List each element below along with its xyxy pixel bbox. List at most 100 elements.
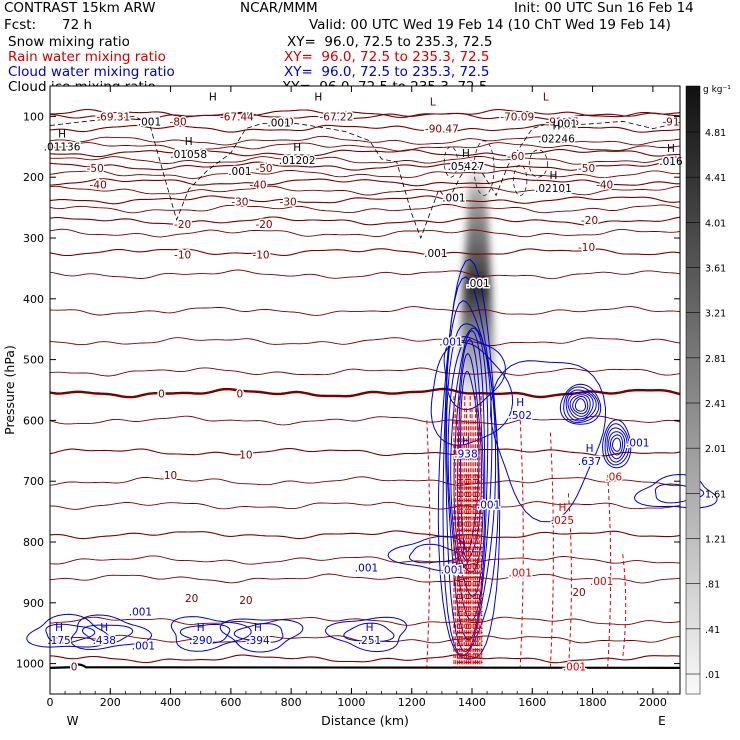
cloud-water-extremum-marker: H bbox=[516, 397, 524, 409]
cloud-water-cell-ring bbox=[559, 383, 602, 425]
rain-water-contours bbox=[426, 396, 627, 667]
cloud-ice-label: .001 bbox=[138, 116, 161, 128]
isotherm-intermediate bbox=[49, 169, 681, 179]
isotherm-label: -80 bbox=[170, 116, 187, 128]
isotherm-label: -20 bbox=[174, 219, 191, 231]
isotherm-intermediate bbox=[49, 269, 681, 280]
cloud-water-extremum-marker: H bbox=[100, 622, 108, 634]
cloud-water-cell-ring bbox=[563, 386, 600, 424]
isotherm-intermediate bbox=[49, 415, 681, 426]
cloud-water-low-ring bbox=[70, 614, 153, 651]
field-xy-cloud-water: XY= 96.0, 72.5 to 235.3, 72.5 bbox=[284, 64, 490, 80]
cloud-water-cell-ring bbox=[565, 389, 597, 422]
cloud-water-extremum-marker: H bbox=[254, 622, 262, 634]
isotherm-label: -69.31 bbox=[96, 111, 130, 123]
cloud-ice-extremum-marker: H bbox=[462, 148, 470, 160]
cloud-ice-contour-inner bbox=[528, 149, 548, 178]
isotherm-20 bbox=[49, 530, 681, 540]
contour-labels: -69.31 -80 -67.44 -80 -67.22 -70.09 -90.47 -92.… bbox=[42, 91, 684, 675]
cloud-water-label: .001 bbox=[626, 437, 649, 449]
cloud-water-extremum-value: .502 bbox=[509, 410, 532, 422]
colorbar-unit: g kg⁻¹ bbox=[703, 85, 731, 95]
cloud-ice-extremum-marker: H bbox=[314, 91, 322, 103]
isotherm-30 bbox=[49, 654, 681, 664]
isotherm-label: -80 bbox=[277, 116, 294, 128]
isotherm-label: -90.47 bbox=[425, 124, 459, 136]
x-tick-label: 400 bbox=[160, 696, 181, 709]
cloud-ice-extremum-value: .02246 bbox=[538, 134, 575, 146]
y-axis-title: Pressure (hPa) bbox=[2, 345, 17, 435]
cloud-ice-label: .001 bbox=[554, 119, 577, 131]
isotherm-intermediate bbox=[49, 228, 681, 238]
isotherm-label: -30 bbox=[231, 197, 248, 209]
cloud-ice-extremum-marker: H bbox=[209, 91, 217, 103]
isotherm-label: -50 bbox=[578, 163, 595, 175]
isotherm-label: -20 bbox=[255, 219, 272, 231]
colorbar: g kg⁻¹ 4.81 4.41 4.01 3.61 3.21 2.81 2.41 2.01 1… bbox=[685, 85, 731, 695]
isotherm-label: 0 bbox=[158, 389, 165, 401]
cloud-water-low-ring bbox=[170, 616, 252, 652]
isotherm--50 bbox=[49, 161, 681, 171]
x-tick-label: 2000 bbox=[639, 696, 667, 709]
cloud-ice-contour-inner bbox=[473, 140, 495, 196]
cloud-water-cell-ring bbox=[604, 423, 630, 466]
colorbar-label: 3.21 bbox=[705, 309, 726, 320]
colorbar-label: 1.21 bbox=[705, 535, 726, 546]
isotherm-intermediate bbox=[49, 155, 681, 165]
cloud-ice-extremum-value: .02101 bbox=[535, 183, 572, 195]
x-tick-label: 1200 bbox=[398, 696, 426, 709]
cloud-water-extremum-value: .290 bbox=[189, 635, 212, 647]
cloud-water-extremum-marker: H bbox=[197, 622, 205, 634]
cloud-water-extremum-value: .637 bbox=[578, 456, 601, 468]
y-tick-label: 900 bbox=[23, 597, 44, 610]
isotherm-label: 10 bbox=[239, 449, 252, 461]
cloud-water-cell-ring bbox=[602, 419, 632, 469]
cloud-water-low-ring bbox=[179, 623, 231, 644]
cloud-ice-extremum-value: .01058 bbox=[170, 149, 207, 161]
colorbar-label: 1.61 bbox=[705, 489, 726, 500]
x-tick-label: 600 bbox=[220, 696, 241, 709]
rain-water-contour bbox=[426, 420, 431, 667]
field-name-cloud-water: Cloud water mixing ratio bbox=[8, 64, 175, 80]
cloud-water-cell-ring bbox=[606, 427, 628, 463]
cloud-ice-extremum-value: .05427 bbox=[448, 161, 485, 173]
cloud-water-extremum-value: .938 bbox=[454, 449, 477, 461]
cloud-water-low-ring bbox=[325, 616, 408, 653]
colorbar-label: 3.61 bbox=[705, 264, 726, 275]
field-xy-rain: XY= 96.0, 72.5 to 235.3, 72.5 bbox=[284, 49, 490, 65]
isotherm-label: 0 bbox=[71, 662, 78, 674]
colorbar-label: .81 bbox=[705, 580, 720, 591]
rain-water-label: .001 bbox=[563, 662, 586, 674]
isotherm--80 bbox=[49, 111, 681, 121]
cloud-water-label: .001 bbox=[441, 564, 464, 576]
y-tick-label: 400 bbox=[23, 293, 44, 306]
x-tick-label: 1800 bbox=[579, 696, 607, 709]
isotherm-10 bbox=[49, 447, 681, 457]
isotherm--30 bbox=[49, 195, 681, 205]
cloud-water-low-ring bbox=[408, 543, 460, 564]
rain-water-contour bbox=[607, 475, 612, 667]
y-tick-label: 700 bbox=[23, 475, 44, 488]
x-tick-label: 1600 bbox=[518, 696, 546, 709]
rain-water-contour bbox=[567, 493, 572, 667]
cloud-water-label: .001 bbox=[477, 499, 500, 511]
y-tick-label: 600 bbox=[23, 414, 44, 427]
cloud-water-cell-ring bbox=[608, 431, 626, 460]
x-tick-label: 0 bbox=[47, 696, 54, 709]
rain-water-label: .06 bbox=[605, 471, 622, 483]
isotherm-label: -50 bbox=[87, 163, 104, 175]
y-tick-label: 100 bbox=[23, 110, 44, 123]
plot-frame bbox=[49, 85, 681, 695]
cloud-water-cell-outer bbox=[490, 360, 607, 523]
cloud-water-extremum-value: .175 bbox=[47, 635, 70, 647]
cloud-water-label: .001 bbox=[129, 606, 152, 618]
y-tick-label: 300 bbox=[23, 232, 44, 245]
cloud-ice-extremum-marker: H bbox=[293, 142, 301, 154]
cloud-ice-label: .001 bbox=[466, 278, 489, 290]
cloud-water-core-ring bbox=[447, 327, 489, 621]
isotherm--10 bbox=[49, 248, 681, 257]
cloud-water-cell-ring bbox=[572, 396, 589, 415]
isotherm-label: -40 bbox=[90, 179, 107, 191]
cloud-water-low-ring bbox=[81, 624, 134, 644]
cloud-water-core-ring bbox=[445, 323, 493, 641]
